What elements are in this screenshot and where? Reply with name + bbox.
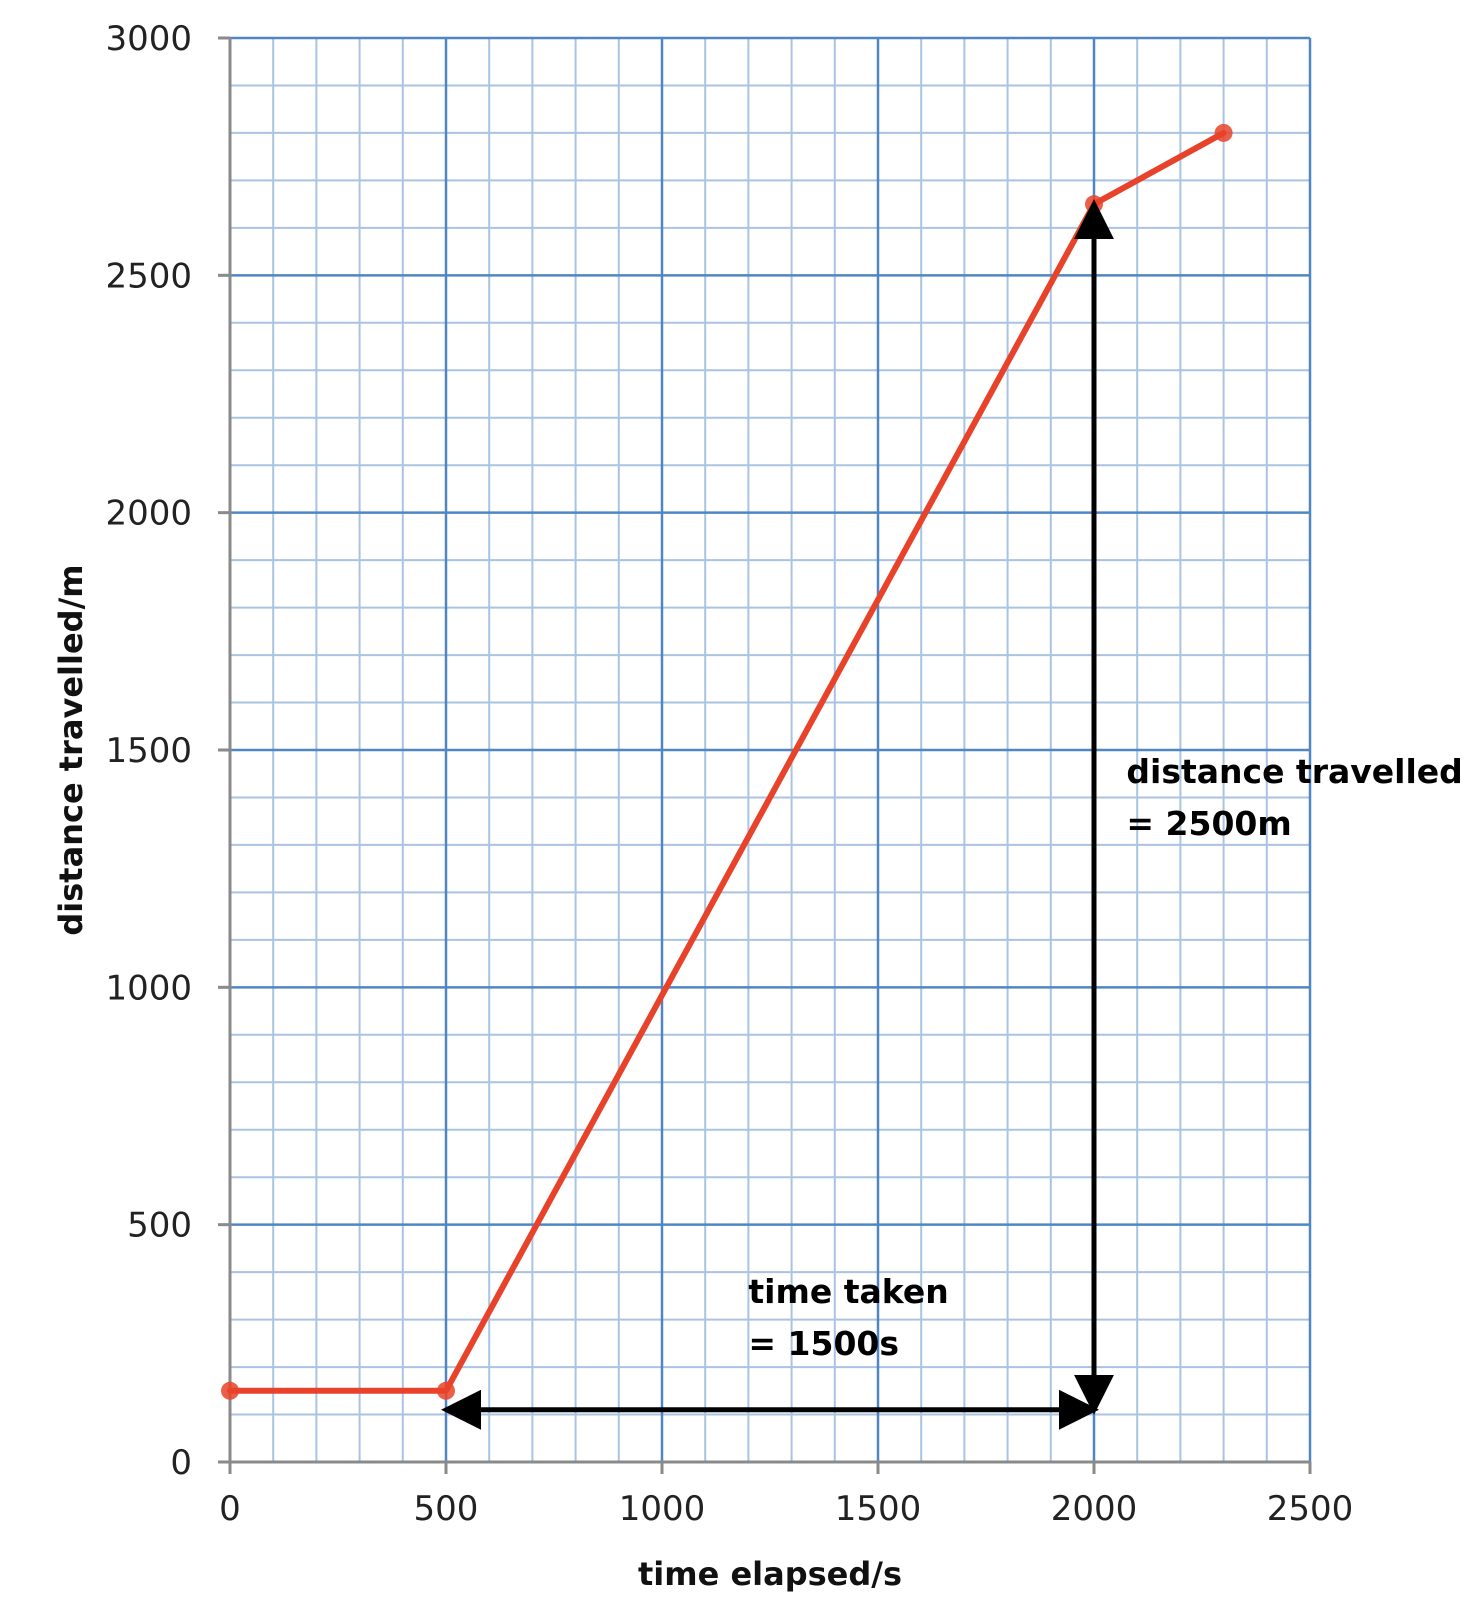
x-tick-label: 500 bbox=[414, 1489, 479, 1529]
series bbox=[221, 123, 1233, 1400]
annotation-distance: = 2500m bbox=[1126, 804, 1291, 843]
y-tick-labels: 0 500 1000 1500 2000 2500 3000 bbox=[105, 19, 192, 1483]
arrows bbox=[441, 199, 1114, 1430]
data-point bbox=[1214, 123, 1233, 142]
data-point bbox=[437, 1381, 455, 1400]
annotation-time: = 1500s bbox=[748, 1324, 899, 1363]
y-tick-label: 1000 bbox=[105, 968, 192, 1008]
y-axis-title: distance travelled/m bbox=[52, 564, 90, 935]
y-tick-label: 0 bbox=[170, 1443, 192, 1483]
x-tick-label: 2000 bbox=[1051, 1489, 1138, 1529]
series-line bbox=[227, 129, 1227, 1394]
x-tick-labels: 0 500 1000 1500 2000 2500 bbox=[219, 1489, 1353, 1529]
y-tick-label: 1500 bbox=[105, 731, 192, 771]
data-point bbox=[221, 1381, 239, 1400]
x-tick-label: 2500 bbox=[1267, 1489, 1354, 1529]
x-tick-label: 1000 bbox=[619, 1489, 706, 1529]
x-tick-label: 0 bbox=[219, 1489, 241, 1529]
annotation-distance: distance travelled bbox=[1126, 752, 1462, 791]
annotations: distance travelled = 2500m time taken = 150… bbox=[748, 752, 1462, 1363]
x-axis-title: time elapsed/s bbox=[638, 1555, 902, 1593]
axes bbox=[218, 36, 1312, 1474]
y-tick-label: 2000 bbox=[105, 494, 192, 534]
x-tick-label: 1500 bbox=[835, 1489, 922, 1529]
y-tick-label: 500 bbox=[127, 1206, 192, 1246]
y-tick-label: 3000 bbox=[105, 19, 192, 59]
major-grid bbox=[228, 36, 1312, 1464]
y-tick-label: 2500 bbox=[105, 256, 192, 296]
annotation-time: time taken bbox=[748, 1272, 948, 1311]
